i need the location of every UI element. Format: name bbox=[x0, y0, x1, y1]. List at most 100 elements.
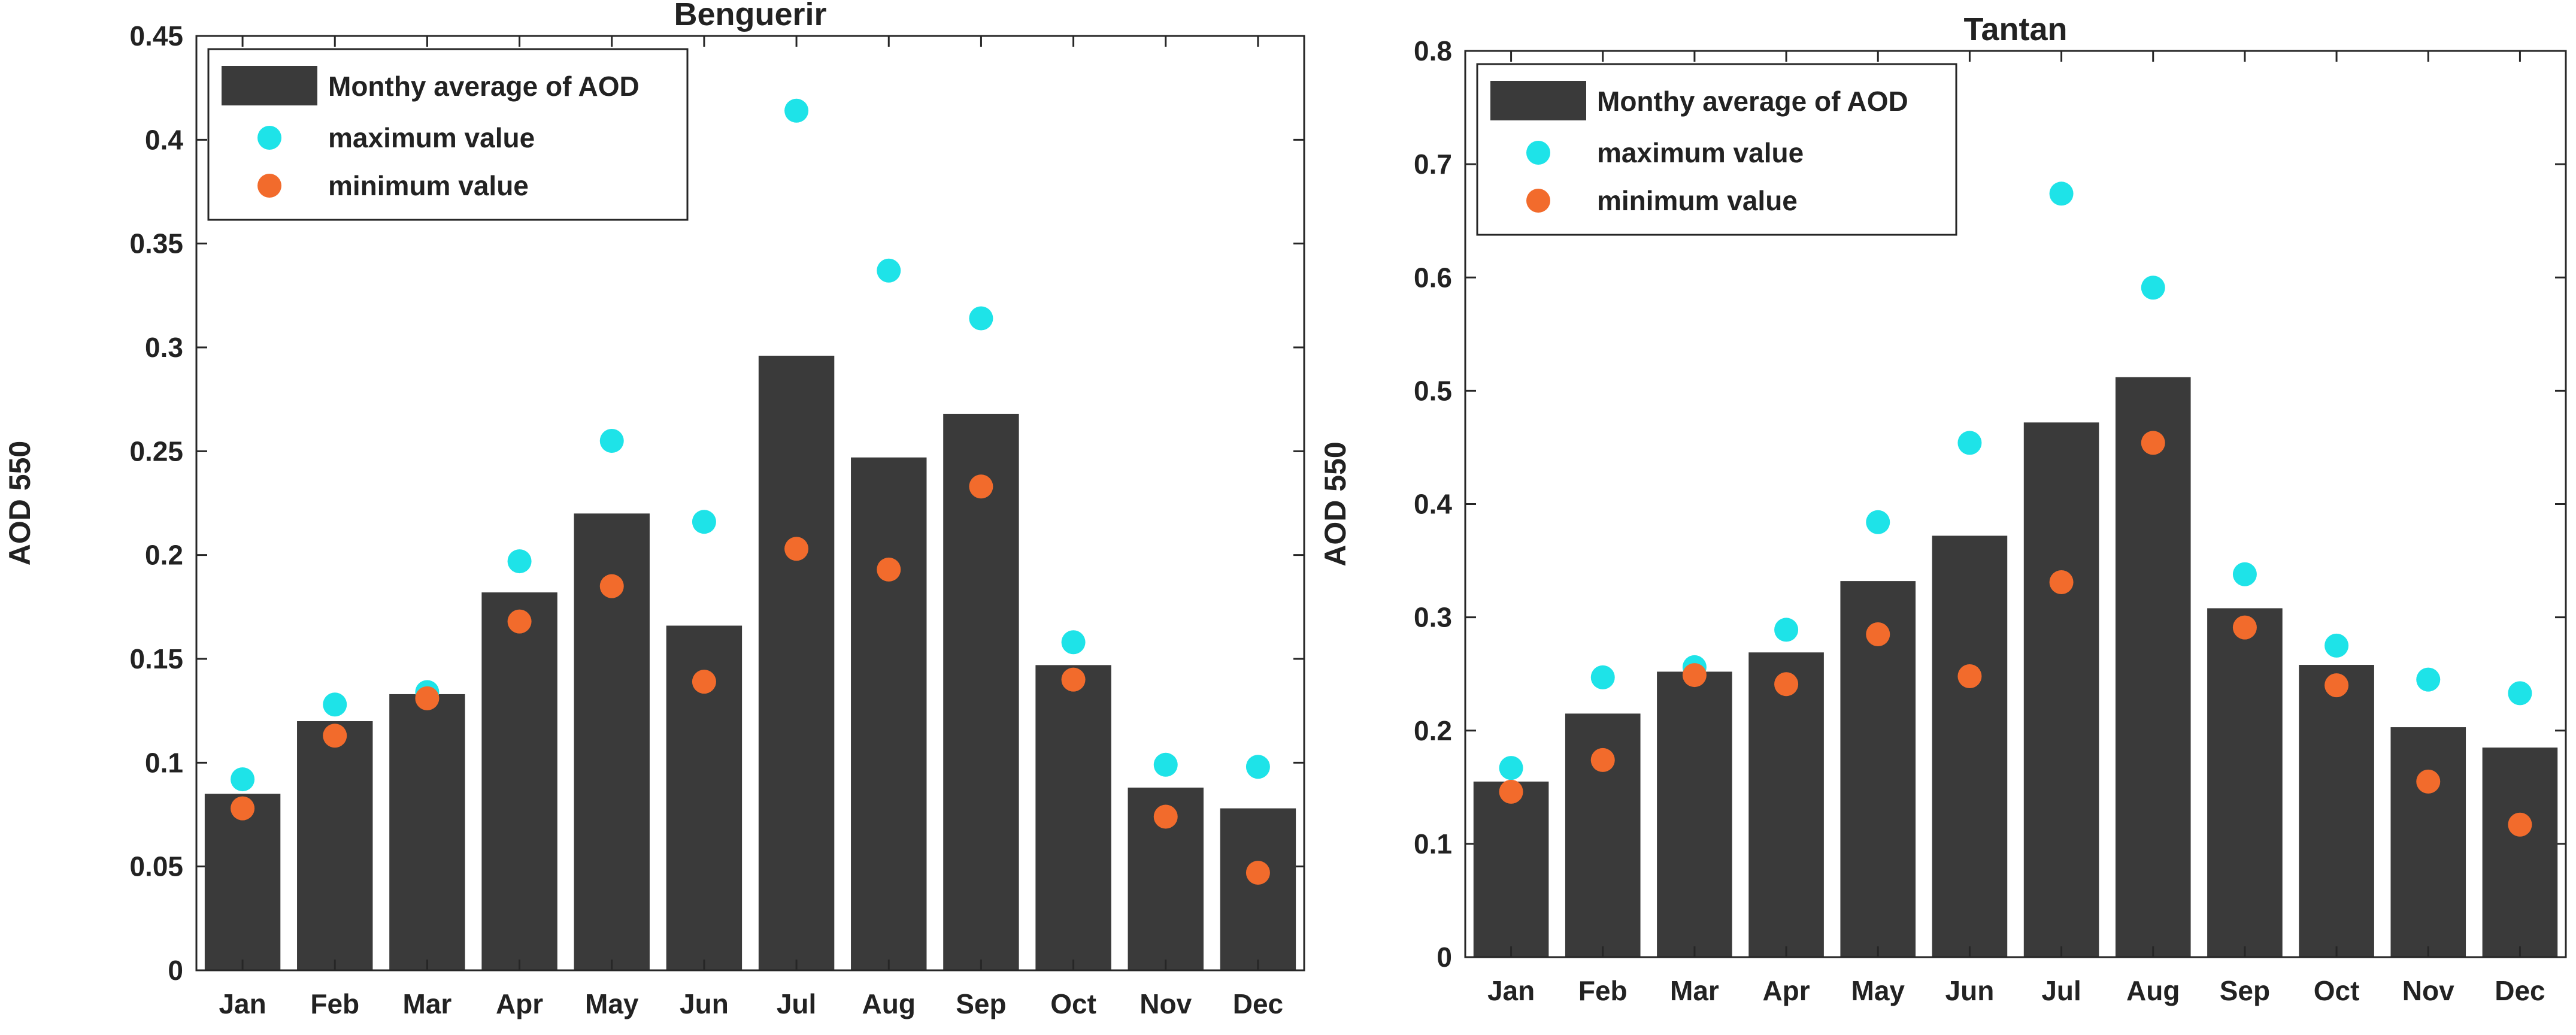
x-tick-label: Sep bbox=[2220, 975, 2270, 1006]
y-tick-label: 0.2 bbox=[145, 540, 183, 571]
min-point-jan bbox=[1499, 779, 1523, 804]
x-tick-label: Jan bbox=[219, 988, 266, 1019]
x-tick-label: Sep bbox=[956, 988, 1006, 1019]
max-point-jun bbox=[1957, 431, 1982, 455]
max-point-aug bbox=[2141, 276, 2165, 300]
x-tick-label: Nov bbox=[2402, 975, 2454, 1006]
max-point-feb bbox=[1590, 665, 1615, 689]
chart-title: Tantan bbox=[1964, 11, 2068, 47]
chart-left: Benguerir 0 0.05 0.1 0.15 0.2 0.25 0.3 0.35 0.4 0.… bbox=[3, 0, 1305, 1019]
min-point-apr bbox=[1774, 672, 1799, 697]
min-point-apr bbox=[507, 609, 532, 634]
legend-label: maximum value bbox=[328, 122, 535, 153]
x-tick-label: Dec bbox=[1233, 988, 1283, 1019]
max-point-apr bbox=[507, 549, 532, 574]
y-tick-label: 0.15 bbox=[129, 643, 183, 674]
y-tick-label: 0.3 bbox=[1414, 602, 1452, 633]
bar-mar bbox=[389, 694, 465, 970]
y-tick-label: 0.5 bbox=[1414, 375, 1452, 406]
max-point-dec bbox=[1245, 755, 1270, 779]
max-point-jan bbox=[1499, 756, 1523, 780]
legend-label: minimum value bbox=[1597, 185, 1798, 216]
x-tick-label: Mar bbox=[403, 988, 452, 1019]
min-point-mar bbox=[415, 686, 440, 710]
y-tick-label: 0.35 bbox=[129, 228, 183, 259]
bar-aug bbox=[851, 457, 927, 970]
max-point-sep bbox=[969, 306, 993, 331]
x-tick-label: May bbox=[1851, 975, 1905, 1006]
legend-swatch-bar bbox=[1490, 81, 1586, 120]
min-point-may bbox=[599, 574, 624, 598]
legend-label: Monthy average of AOD bbox=[1597, 86, 1908, 117]
y-tick-label: 0.05 bbox=[129, 851, 183, 882]
x-tick-label: Jul bbox=[2041, 975, 2081, 1006]
bar-mar bbox=[1657, 671, 1732, 957]
x-tick-label: Jan bbox=[1487, 975, 1535, 1006]
bar-feb bbox=[297, 721, 373, 970]
max-point-jul bbox=[2049, 181, 2074, 206]
y-tick-label: 0 bbox=[1437, 942, 1452, 973]
y-tick-label: 0.6 bbox=[1414, 262, 1452, 293]
x-tick-label: Jul bbox=[777, 988, 816, 1019]
x-tick-label: Dec bbox=[2495, 975, 2545, 1006]
max-point-oct bbox=[2325, 633, 2349, 658]
x-tick-label: Aug bbox=[2126, 975, 2180, 1006]
bar-apr bbox=[1748, 652, 1824, 957]
y-tick-label: 0.25 bbox=[129, 435, 183, 467]
y-tick-label: 0.4 bbox=[1414, 489, 1452, 520]
bar-sep bbox=[2207, 608, 2283, 957]
legend-swatch-max bbox=[1526, 141, 1550, 165]
bar-oct bbox=[2299, 665, 2374, 957]
plot-frame bbox=[1464, 50, 2567, 958]
legend-label: maximum value bbox=[1597, 137, 1804, 168]
max-point-apr bbox=[1774, 618, 1799, 642]
x-tick-label: Feb bbox=[1578, 975, 1628, 1006]
max-point-dec bbox=[2508, 681, 2532, 706]
min-point-nov bbox=[2416, 769, 2441, 794]
x-tick-label: Oct bbox=[1050, 988, 1096, 1019]
bar-aug bbox=[2115, 377, 2191, 957]
max-point-jul bbox=[784, 98, 809, 123]
y-axis-title: AOD 550 bbox=[1319, 441, 1352, 566]
max-point-aug bbox=[877, 258, 901, 283]
plot-frame bbox=[195, 35, 1305, 972]
min-point-jul bbox=[784, 537, 809, 561]
min-point-aug bbox=[877, 557, 901, 582]
max-point-nov bbox=[2416, 667, 2441, 692]
y-tick-label: 0.1 bbox=[145, 747, 183, 778]
legend-label: minimum value bbox=[328, 170, 529, 201]
bar-dec bbox=[1220, 808, 1296, 970]
max-point-nov bbox=[1153, 752, 1178, 777]
min-point-dec bbox=[1245, 861, 1270, 885]
y-tick-label: 0.4 bbox=[145, 124, 183, 155]
x-tick-label: Mar bbox=[1670, 975, 1719, 1006]
min-point-oct bbox=[1061, 667, 1086, 692]
y-tick-label: 0.2 bbox=[1414, 715, 1452, 746]
x-tick-label: Jun bbox=[680, 988, 729, 1019]
bar-apr bbox=[481, 592, 557, 970]
x-tick-label: Apr bbox=[1762, 975, 1810, 1006]
legend-swatch-bar bbox=[222, 66, 317, 105]
min-point-nov bbox=[1153, 804, 1178, 829]
max-point-may bbox=[1866, 510, 1890, 534]
x-tick-label: Oct bbox=[2314, 975, 2360, 1006]
bar-dec bbox=[2482, 748, 2558, 957]
legend-box bbox=[1476, 63, 1957, 236]
y-tick-label: 0.1 bbox=[1414, 828, 1452, 860]
min-point-feb bbox=[1590, 748, 1615, 772]
x-tick-label: May bbox=[585, 988, 639, 1019]
max-point-may bbox=[599, 429, 624, 453]
chart-title: Benguerir bbox=[674, 0, 826, 32]
bar-jul bbox=[2023, 422, 2099, 957]
bar-nov bbox=[2390, 727, 2466, 957]
min-point-jan bbox=[231, 796, 255, 821]
x-tick-label: Apr bbox=[496, 988, 543, 1019]
max-point-jun bbox=[692, 510, 716, 534]
min-point-aug bbox=[2141, 431, 2165, 455]
max-point-feb bbox=[323, 692, 347, 717]
y-tick-label: 0.45 bbox=[129, 20, 183, 52]
min-point-jun bbox=[1957, 664, 1982, 688]
bar-jul bbox=[758, 355, 835, 970]
y-tick-label: 0 bbox=[168, 955, 183, 986]
legend: Monthy average of AOD maximum value minimu… bbox=[1476, 63, 1957, 236]
